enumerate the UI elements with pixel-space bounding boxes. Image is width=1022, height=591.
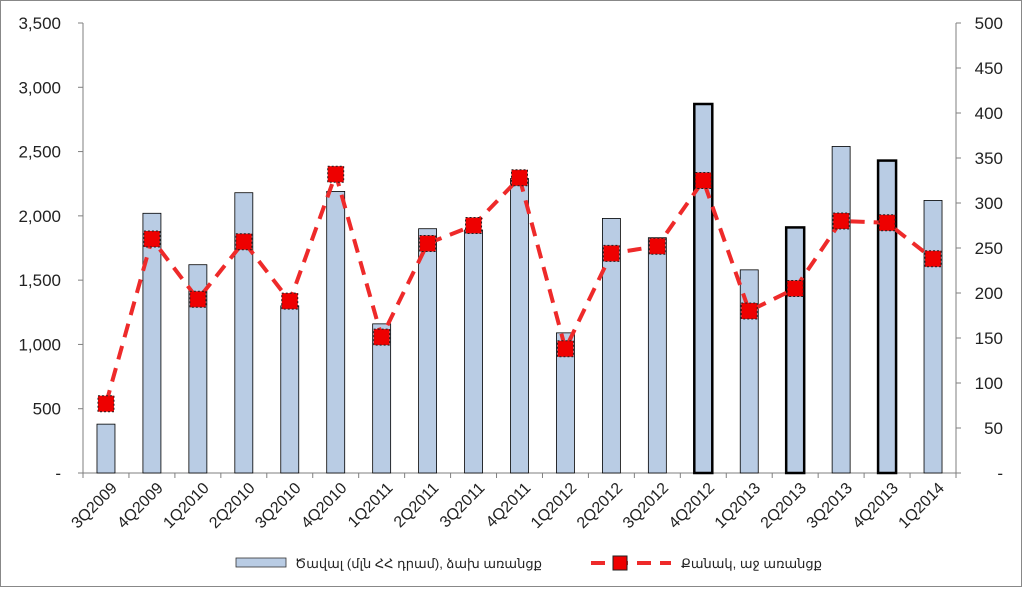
legend-line-label: Քանակ, աջ առանցք — [681, 556, 822, 571]
legend-bar-label: Ծավալ (մլն ՀՀ դրամ), ձախ առանցք — [295, 556, 542, 571]
x-tick-label: 1Q2011 — [345, 480, 397, 532]
bar-1Q2011 — [372, 323, 392, 474]
legend-bar-swatch — [235, 557, 287, 568]
marker-3Q2009 — [97, 395, 115, 413]
legend-line-marker — [612, 555, 628, 571]
x-tick-label: 1Q2014 — [896, 480, 948, 532]
left-tick-label: - — [55, 464, 61, 483]
right-tick-label: 450 — [975, 59, 1003, 78]
right-tick-label: 300 — [975, 194, 1003, 213]
left-tick-label: 2,500 — [18, 143, 61, 162]
marker-3Q2012 — [648, 237, 666, 255]
x-tick-label: 4Q2009 — [114, 480, 166, 532]
right-tick-label: 200 — [975, 284, 1003, 303]
x-tick-label: 1Q2013 — [712, 480, 764, 532]
x-tick-label: 4Q2013 — [850, 480, 902, 532]
marker-1Q2011 — [373, 328, 391, 346]
x-tick-label: 3Q2011 — [437, 480, 489, 532]
x-tick-label: 3Q2010 — [252, 480, 304, 532]
marker-3Q2011 — [465, 217, 483, 234]
marker-2Q2012 — [602, 244, 620, 262]
right-tick-label: 250 — [975, 239, 1003, 258]
marker-2Q2011 — [419, 235, 437, 252]
marker-1Q2014 — [924, 250, 942, 268]
bar-2Q2010 — [234, 192, 254, 474]
bar-3Q2011 — [464, 229, 483, 474]
left-tick-label: 3,000 — [18, 78, 61, 97]
x-tick-label: 2Q2013 — [758, 480, 810, 532]
right-tick-label: 400 — [975, 104, 1003, 123]
marker-4Q2009 — [143, 230, 161, 248]
x-tick-label: 3Q2009 — [69, 480, 121, 532]
marker-2Q2013 — [786, 280, 804, 297]
right-tick-label: 50 — [984, 419, 1003, 438]
left-tick-label: 2,000 — [18, 207, 61, 226]
bar-2Q2012 — [601, 218, 621, 474]
marker-4Q2011 — [511, 169, 528, 187]
left-tick-label: 1,000 — [18, 335, 61, 354]
bar-3Q2009 — [96, 423, 116, 474]
bar-1Q2012 — [556, 332, 575, 474]
marker-1Q2010 — [189, 290, 207, 308]
left-tick-label: 500 — [33, 400, 61, 419]
x-tick-label: 4Q2012 — [666, 480, 718, 532]
x-tick-label: 2Q2010 — [206, 480, 258, 532]
x-tick-label: 3Q2013 — [804, 480, 856, 532]
left-tick-label: 3,500 — [18, 14, 61, 33]
bar-1Q2014 — [923, 200, 943, 474]
bar-2Q2011 — [418, 228, 438, 474]
right-tick-label: 150 — [975, 329, 1003, 348]
bar-4Q2010 — [326, 191, 346, 474]
x-tick-label: 1Q2010 — [160, 480, 212, 532]
x-tick-label: 2Q2011 — [391, 480, 443, 532]
right-tick-label: - — [997, 464, 1003, 483]
right-tick-label: 350 — [975, 149, 1003, 168]
right-tick-label: 100 — [975, 374, 1003, 393]
x-tick-label: 4Q2011 — [483, 480, 535, 532]
left-tick-label: 1,500 — [18, 271, 61, 290]
marker-3Q2013 — [832, 212, 850, 230]
marker-2Q2010 — [235, 233, 253, 251]
marker-1Q2013 — [740, 302, 758, 320]
bar-4Q2012 — [693, 102, 714, 475]
marker-3Q2010 — [281, 292, 299, 310]
x-tick-label: 4Q2010 — [298, 480, 350, 532]
marker-4Q2013 — [878, 214, 896, 232]
marker-1Q2012 — [556, 340, 574, 358]
bar-3Q2012 — [647, 237, 667, 474]
marker-4Q2010 — [327, 165, 345, 183]
x-tick-label: 2Q2012 — [574, 480, 626, 532]
right-tick-label: 500 — [975, 14, 1003, 33]
bar-4Q2009 — [142, 212, 162, 474]
bar-3Q2013 — [831, 146, 851, 474]
marker-4Q2012 — [694, 172, 712, 189]
x-tick-label: 1Q2012 — [528, 480, 580, 532]
bar-2Q2013 — [784, 226, 806, 475]
bar-4Q2011 — [510, 178, 529, 474]
x-tick-label: 3Q2012 — [620, 480, 672, 532]
bar-4Q2013 — [876, 159, 898, 475]
bar-1Q2013 — [739, 269, 759, 474]
bar-1Q2010 — [188, 264, 208, 474]
bar-3Q2010 — [280, 305, 300, 474]
